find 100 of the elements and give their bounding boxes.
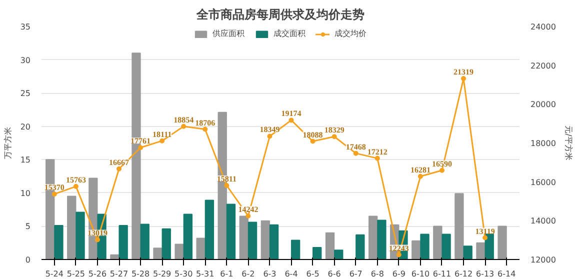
- point: [461, 76, 466, 82]
- bar: [174, 244, 184, 260]
- x-tick-label: 6-10: [411, 270, 430, 278]
- y2-tick-label: 22000: [530, 61, 556, 70]
- x-tick-label: 5-31: [196, 270, 214, 278]
- bar: [140, 224, 150, 260]
- bar: [290, 240, 300, 260]
- data-label: 16590: [432, 159, 452, 168]
- bar: [153, 248, 162, 260]
- bar: [334, 250, 344, 260]
- y-tick-label: 15: [20, 156, 31, 165]
- bar: [412, 240, 421, 260]
- bar: [377, 220, 386, 260]
- y-tick-label: 30: [20, 56, 31, 65]
- data-label: 17468: [346, 142, 366, 152]
- y2-tick-label: 12000: [530, 256, 556, 264]
- x-tick-label: 6-2: [242, 270, 255, 278]
- point: [310, 138, 316, 144]
- bar: [260, 220, 270, 260]
- bar: [226, 204, 236, 260]
- data-label: 16281: [410, 165, 430, 174]
- point: [224, 183, 230, 188]
- bar: [204, 200, 214, 260]
- y-tick-label: 5: [25, 222, 31, 232]
- data-label: 14242: [238, 204, 258, 214]
- x-tick-label: 6-5: [306, 270, 320, 278]
- x-tick-label: 6-12: [454, 270, 473, 278]
- data-label: 16667: [109, 158, 130, 167]
- data-label: 15763: [66, 175, 86, 184]
- bar: [454, 193, 464, 260]
- point: [267, 134, 272, 139]
- bar: [183, 214, 193, 260]
- bar: [463, 246, 472, 260]
- point: [160, 138, 165, 144]
- data-label: 18706: [195, 118, 216, 128]
- bar: [312, 247, 322, 260]
- data-label: 12243: [388, 244, 409, 253]
- point: [73, 184, 78, 189]
- point: [138, 145, 144, 150]
- point: [202, 126, 208, 132]
- point: [246, 213, 251, 218]
- point: [353, 150, 358, 156]
- x-tick-label: 6-9: [392, 270, 406, 278]
- x-tick-label: 5-25: [66, 270, 86, 278]
- x-tick-label: 6-6: [328, 270, 341, 278]
- x-tick-label: 6-14: [498, 270, 516, 278]
- y-tick-label: 10: [20, 188, 31, 198]
- y-tick-label: 35: [20, 22, 31, 32]
- x-tick-label: 6-1: [220, 270, 234, 278]
- y-axis-title: 万平方米: [3, 127, 12, 159]
- bar: [498, 226, 507, 260]
- data-label: 15811: [216, 174, 236, 184]
- point: [94, 237, 100, 242]
- point: [396, 252, 402, 258]
- bar: [442, 234, 451, 260]
- data-label: 18088: [302, 130, 323, 140]
- bar: [368, 216, 378, 260]
- y-tick-label: 20: [20, 122, 31, 132]
- x-tick-label: 5-29: [153, 270, 172, 278]
- y2-tick-label: 16000: [530, 178, 556, 187]
- data-label: 13019: [87, 228, 108, 238]
- data-label: 17212: [367, 147, 388, 156]
- x-tick-label: 6-7: [349, 270, 362, 278]
- legend-label: 供应面积: [212, 28, 244, 39]
- bar: [476, 242, 486, 260]
- bar: [239, 216, 248, 260]
- point: [181, 124, 186, 129]
- data-label: 17761: [130, 136, 151, 146]
- y-tick-label: 25: [20, 89, 31, 98]
- x-tick-label: 6-3: [263, 270, 276, 278]
- data-label: 18111: [152, 130, 172, 139]
- bar: [67, 196, 76, 260]
- x-tick-label: 6-11: [432, 270, 452, 278]
- point: [288, 118, 294, 123]
- point: [374, 156, 380, 161]
- bar: [76, 212, 85, 260]
- point: [418, 174, 423, 179]
- point: [482, 235, 488, 240]
- data-label: 21319: [454, 68, 474, 77]
- x-tick-label: 6-4: [284, 270, 298, 278]
- x-tick-label: 5-24: [45, 270, 64, 278]
- x-tick-label: 5-27: [110, 270, 128, 278]
- chart-title: 全市商品房每周供求及均价走势: [196, 8, 364, 22]
- data-label: 18349: [260, 125, 280, 134]
- y2-axis-title: 元/平方米: [564, 126, 573, 160]
- bar: [420, 234, 430, 260]
- bar: [433, 226, 442, 260]
- data-label: 13119: [475, 226, 495, 236]
- data-label: 19174: [281, 109, 302, 118]
- bar: [196, 238, 206, 260]
- x-tick-label: 6-13: [476, 270, 494, 278]
- bar: [269, 224, 279, 260]
- data-label: 15370: [44, 183, 64, 192]
- legend-label: 成交均价: [334, 28, 366, 39]
- y2-tick-label: 20000: [530, 100, 556, 110]
- y-tick-label: 0: [25, 256, 31, 264]
- y2-tick-label: 14000: [530, 216, 556, 226]
- data-label: 18854: [174, 115, 194, 124]
- bar: [248, 222, 258, 260]
- bar: [118, 225, 128, 260]
